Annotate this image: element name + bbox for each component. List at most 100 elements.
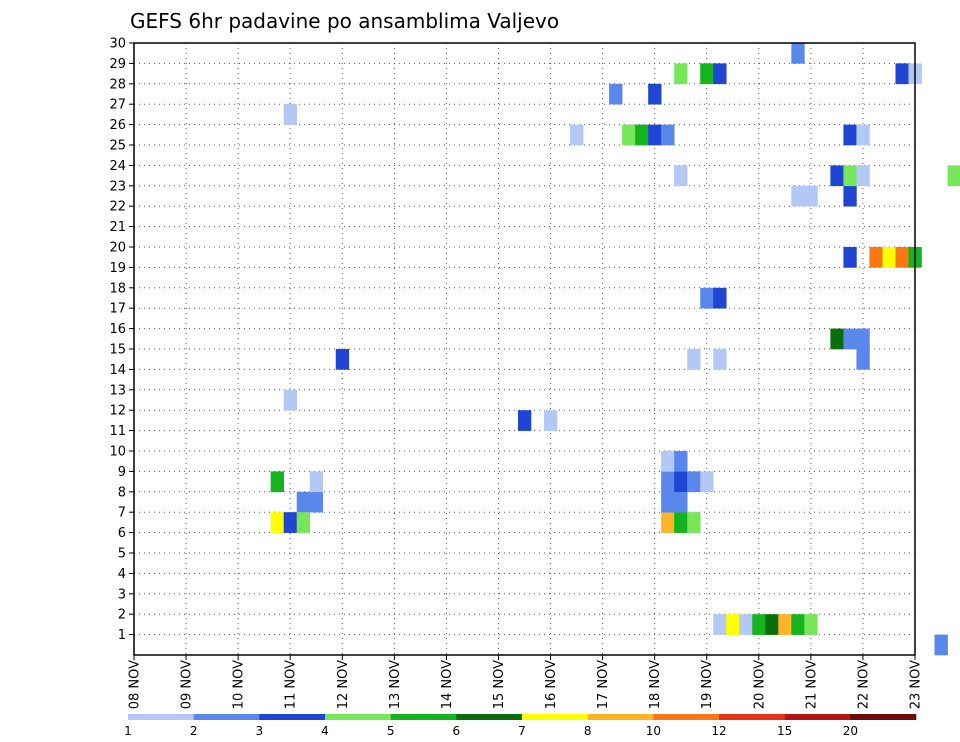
precip-cell	[309, 471, 324, 493]
x-tick-label: 22 NOV	[856, 660, 871, 709]
precip-cell	[700, 287, 714, 309]
colorbar-label: 3	[256, 724, 264, 738]
colorbar-label: 2	[190, 724, 198, 738]
y-tick-label: 10	[109, 445, 126, 460]
precip-cell	[635, 124, 649, 146]
precip-cell	[713, 63, 727, 85]
precip-cell	[882, 247, 896, 268]
y-tick-label: 21	[109, 220, 126, 235]
y-tick-label: 8	[118, 485, 126, 500]
precip-cell	[283, 104, 298, 125]
y-tick-label: 30	[109, 37, 126, 52]
precip-cell	[270, 471, 284, 493]
x-axis: 08 NOV 09 NOV 10 NOV 11 NOV 12 NOV 13 NOV 14 N…	[128, 655, 924, 709]
precip-cell	[687, 512, 701, 533]
precip-cell	[843, 185, 857, 207]
precip-cell	[661, 451, 675, 472]
precip-cell	[661, 512, 675, 533]
x-tick-label: 11 NOV	[284, 660, 299, 709]
precip-cell	[674, 512, 688, 533]
precip-cell	[791, 43, 805, 64]
y-axis: 1234567891011121314151617181920212223242…	[109, 37, 134, 643]
colorbar-swatch	[587, 714, 654, 720]
y-tick-label: 25	[109, 139, 126, 154]
precip-cell	[895, 247, 909, 268]
y-tick-label: 18	[109, 281, 126, 296]
y-tick-label: 1	[118, 628, 126, 643]
precip-cell	[895, 63, 909, 85]
colorbar-label: 20	[843, 724, 858, 738]
colorbar-swatch	[653, 714, 720, 720]
precip-cell	[622, 124, 636, 146]
precip-cell	[283, 389, 298, 411]
precip-cell	[713, 614, 727, 635]
colorbar-swatch	[850, 714, 917, 720]
y-tick-label: 12	[109, 404, 126, 419]
precip-cell	[752, 614, 766, 635]
precip-cell	[674, 491, 688, 513]
precip-cell	[700, 63, 714, 85]
precip-cell	[830, 328, 844, 350]
chart-title: GEFS 6hr padavine po ansamblima Valjevo	[130, 9, 559, 33]
colorbar-swatch	[456, 714, 523, 720]
y-tick-label: 15	[109, 343, 126, 358]
precip-cell	[869, 247, 883, 268]
precip-cell	[713, 349, 727, 370]
colorbar-swatch	[390, 714, 457, 720]
colorbar-label: 12	[711, 724, 726, 738]
x-tick-label: 10 NOV	[232, 660, 247, 709]
y-tick-label: 26	[109, 118, 126, 133]
precip-cell	[843, 165, 857, 187]
x-tick-label: 21 NOV	[804, 660, 819, 709]
precip-cell	[648, 124, 662, 146]
x-tick-label: 13 NOV	[388, 660, 403, 709]
precip-cell	[687, 349, 701, 370]
colorbar-label: 5	[387, 724, 395, 738]
precip-cell	[765, 614, 779, 635]
colorbar-label: 8	[584, 724, 592, 738]
y-tick-label: 22	[109, 200, 126, 215]
precip-cell	[570, 124, 584, 146]
grid	[134, 43, 915, 655]
precip-cell	[335, 349, 350, 370]
precip-cell	[674, 63, 688, 85]
colorbar-swatch	[259, 714, 326, 720]
precip-cell	[934, 634, 948, 656]
y-tick-label: 19	[109, 261, 126, 276]
x-tick-label: 08 NOV	[128, 660, 143, 709]
y-tick-label: 4	[118, 567, 126, 582]
y-tick-label: 17	[109, 302, 126, 317]
y-tick-label: 29	[109, 57, 126, 72]
precip-cell	[856, 328, 870, 350]
colorbar-label: 7	[518, 724, 526, 738]
precip-cell	[830, 165, 844, 187]
y-tick-label: 14	[109, 363, 126, 378]
y-tick-label: 11	[109, 424, 126, 439]
precip-cell	[856, 124, 870, 146]
y-tick-label: 3	[118, 587, 126, 602]
y-tick-label: 16	[109, 322, 126, 337]
x-tick-label: 14 NOV	[440, 660, 455, 709]
precip-cell	[661, 491, 675, 513]
colorbar-label: 10	[646, 724, 661, 738]
y-tick-label: 6	[118, 526, 126, 541]
y-tick-label: 9	[118, 465, 126, 480]
precip-cell	[674, 451, 688, 472]
precip-cell	[843, 247, 857, 268]
colorbar-swatch	[325, 714, 391, 720]
precip-cell	[296, 491, 311, 513]
precip-cell	[791, 185, 805, 207]
x-tick-label: 09 NOV	[180, 660, 195, 709]
precip-cell	[843, 328, 857, 350]
precip-cell	[283, 512, 298, 533]
colorbar-swatch	[522, 714, 588, 720]
y-tick-label: 27	[109, 98, 126, 113]
precip-cell	[296, 512, 311, 533]
x-tick-label: 16 NOV	[544, 660, 559, 709]
precip-cell	[856, 165, 870, 187]
precip-cell	[804, 185, 818, 207]
precip-cell	[687, 471, 701, 493]
precip-cell	[517, 410, 532, 431]
precip-cell	[856, 349, 870, 370]
